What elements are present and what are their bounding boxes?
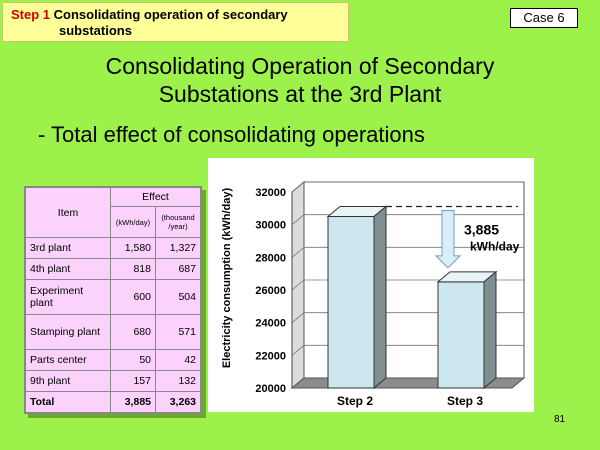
y-tick-label: 30000 — [255, 220, 286, 232]
row-yen: 1,327 — [155, 237, 201, 259]
x-tick-label: Step 3 — [447, 394, 483, 408]
row-kwh: 1,580 — [110, 237, 156, 259]
step-label: Step 1 — [11, 7, 51, 22]
row-kwh: 818 — [110, 258, 156, 280]
step-header-box: Step 1 Consolidating operation of second… — [2, 2, 349, 42]
row-kwh: 3,885 — [110, 391, 156, 413]
table-unit-row: (kWh/day) (thousand/year) — [26, 206, 201, 238]
row-name: Parts center — [25, 349, 111, 371]
case-label: Case 6 — [510, 8, 578, 28]
row-kwh: 680 — [110, 314, 156, 350]
page-subtitle: - Total effect of consolidating operatio… — [38, 122, 425, 147]
row-kwh: 50 — [110, 349, 156, 371]
bar-chart-panel: 20000 22000 24000 26000 28000 30000 32000 Step … — [208, 158, 534, 412]
row-yen: 504 — [155, 279, 201, 315]
savings-unit: kWh/day — [470, 240, 520, 254]
row-name: Total — [25, 391, 111, 413]
unit-kwh-day: (kWh/day) — [110, 206, 156, 238]
table-header-row: Item Effect — [25, 187, 201, 238]
y-tick-label: 20000 — [255, 383, 286, 395]
row-yen: 571 — [155, 314, 201, 350]
effect-table-container: Item Effect (kWh/day) (thousand/year) 3r… — [24, 186, 202, 414]
unit-thousand-year-line2: /year) — [168, 222, 188, 231]
step-title-line2: substations — [59, 23, 132, 38]
title-line1: Consolidating Operation of Secondary — [105, 53, 495, 79]
row-name: Experiment plant — [25, 279, 111, 315]
gridline — [291, 181, 524, 193]
step-title-line1: Consolidating operation of secondary — [53, 7, 288, 22]
y-tick-label: 28000 — [255, 252, 286, 264]
row-kwh: 600 — [110, 279, 156, 315]
row-yen: 132 — [155, 370, 201, 392]
y-tick-label: 26000 — [255, 285, 286, 297]
bar-side — [483, 270, 497, 390]
row-name: Stamping plant — [25, 314, 111, 350]
bar-side — [373, 205, 387, 390]
down-arrow-icon — [434, 210, 462, 269]
bar — [327, 216, 375, 389]
x-tick-label: Step 2 — [337, 394, 373, 408]
row-yen: 42 — [155, 349, 201, 371]
savings-value: 3,885 — [464, 222, 499, 238]
column-header-effect: Effect — [110, 187, 201, 207]
table-row: 3rd plant 1,580 1,327 — [25, 237, 201, 259]
page-number: 81 — [554, 414, 566, 425]
row-name: 3rd plant — [25, 237, 111, 259]
bar — [437, 281, 485, 389]
row-kwh: 157 — [110, 370, 156, 392]
y-tick-label: 22000 — [255, 350, 286, 362]
effect-table: Item Effect (kWh/day) (thousand/year) 3r… — [25, 187, 201, 413]
unit-thousand-year: (thousand/year) — [155, 206, 201, 238]
unit-thousand-year-line1: (thousand — [161, 213, 195, 222]
row-name: 4th plant — [25, 258, 111, 280]
table-row: 4th plant 818 687 — [25, 258, 201, 280]
page-title: Consolidating Operation of Secondary Sub… — [0, 52, 600, 108]
y-axis-label: Electricity consumption (kWh/day) — [221, 188, 233, 369]
table-row: 9th plant 157 132 — [25, 370, 201, 392]
column-header-item: Item — [25, 187, 111, 238]
table-row: Parts center 50 42 — [25, 349, 201, 371]
y-tick-label: 24000 — [255, 318, 286, 330]
table-row-total: Total 3,885 3,263 — [25, 391, 201, 413]
table-row: Experiment plant 600 504 — [25, 279, 201, 315]
bar-chart: 20000 22000 24000 26000 28000 30000 32000 Step … — [221, 180, 526, 408]
y-tick-label: 32000 — [255, 187, 286, 199]
row-name: 9th plant — [25, 370, 111, 392]
title-line2: Substations at the 3rd Plant — [158, 81, 442, 107]
row-yen: 3,263 — [155, 391, 201, 413]
table-row: Stamping plant 680 571 — [25, 314, 201, 350]
row-yen: 687 — [155, 258, 201, 280]
